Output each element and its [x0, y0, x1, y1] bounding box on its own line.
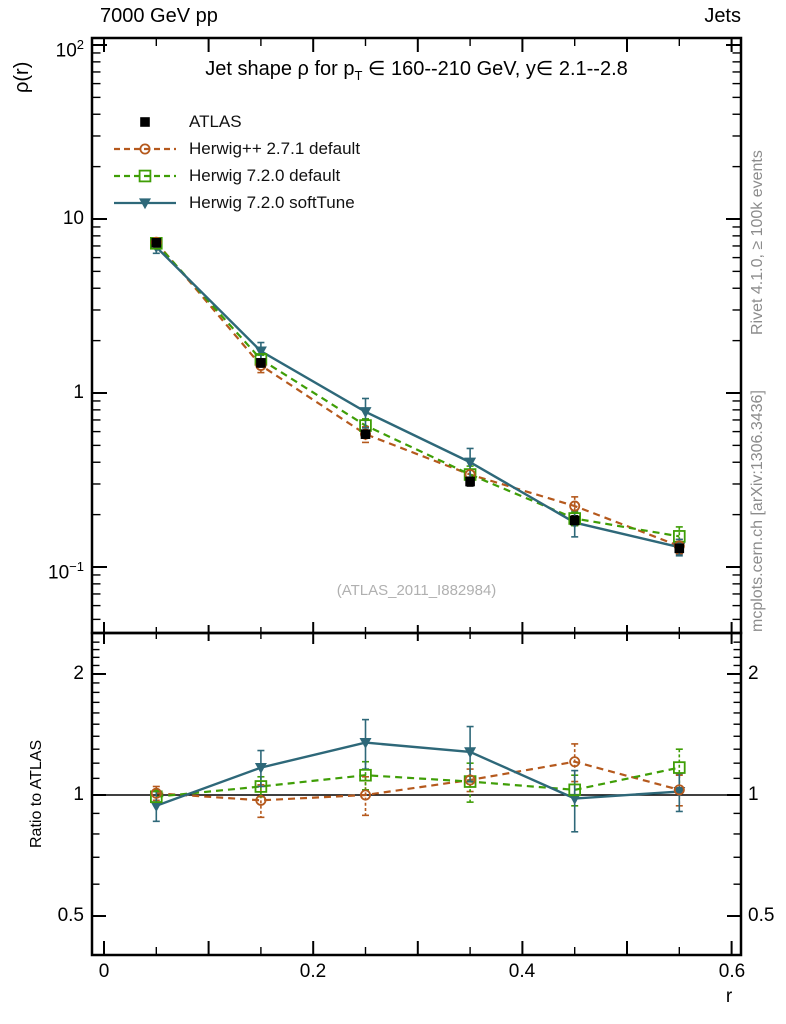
- main-y-axis-label: ρ(r): [11, 61, 33, 93]
- header-beam-energy: 7000 GeV pp: [100, 5, 218, 27]
- panel-frames: [90, 36, 743, 957]
- legend-marker-open-circle: [114, 143, 176, 154]
- mcplots-citation-note: mcplots.cern.ch [arXiv:1306.3436]: [749, 390, 766, 632]
- series-herwigpp-main-errors: [152, 239, 683, 555]
- legend-label: Herwig++ 2.7.1 default: [189, 138, 361, 158]
- series-herwigpp-ratio-line: [156, 760, 680, 802]
- main-y-tick-label: 10: [62, 208, 84, 229]
- series-herwig7-ratio-markers: [149, 761, 686, 804]
- plot-title-subscript: T: [354, 68, 363, 83]
- ratio-y-tick-label-left: 1: [73, 784, 84, 805]
- legend-label: Herwig 7.2.0 default: [189, 165, 341, 185]
- series-herwig7-ratio-line: [156, 766, 680, 798]
- main-y-ticks: [93, 44, 740, 621]
- ratio-y-ticks: [93, 641, 740, 918]
- x-tick-label: 0.4: [508, 961, 536, 982]
- legend-item: ATLAS: [112, 108, 360, 135]
- legend-marker-filled-triangle-down: [114, 197, 176, 209]
- series-atlas-main-markers: [151, 237, 685, 554]
- x-tick-label: 0.2: [299, 961, 327, 982]
- ratio-y-tick-label-right: 1: [748, 784, 759, 805]
- ratio-y-tick-label-right: 2: [748, 663, 759, 684]
- series-herwig7soft-ratio-line: [155, 741, 680, 807]
- x-ticks: [103, 39, 733, 954]
- legend-item: Herwig++ 2.7.1 default: [112, 135, 360, 162]
- series-herwigpp-main-markers: [150, 236, 685, 552]
- plot-title-post: ∈ 160--210 GeV, y∈ 2.1--2.8: [362, 58, 628, 80]
- series-herwig7soft-main-markers: [150, 242, 686, 554]
- series-herwigpp-ratio-markers: [150, 756, 685, 806]
- watermark-analysis-id: (ATLAS_2011_I882984): [336, 582, 497, 599]
- series-herwig7-main-errors: [152, 239, 683, 548]
- legend-marker-filled-square: [140, 116, 150, 127]
- series-herwigpp-main-line: [155, 241, 680, 548]
- ratio-y-tick-label-right: 0.5: [748, 905, 775, 926]
- header-process: Jets: [704, 5, 741, 27]
- rivet-version-note: Rivet 4.1.0, ≥ 100k events: [749, 150, 766, 335]
- legend-label: ATLAS: [189, 111, 242, 131]
- x-axis-label: r: [725, 986, 733, 1007]
- legend: ATLAS Herwig++ 2.7.1 default Herwig 7.2.0 …: [112, 108, 360, 216]
- series-herwig7soft-main-line: [155, 246, 680, 549]
- x-tick-label: 0: [98, 961, 110, 982]
- plot-title: Jet shape ρ for pT ∈ 160--210 GeV, y∈ 2.…: [92, 56, 741, 83]
- legend-item: Herwig 7.2.0 softTune: [112, 189, 360, 216]
- series-herwig7-main-markers: [149, 237, 686, 543]
- plot-title-pre: Jet shape ρ for p: [205, 58, 355, 80]
- series-atlas-main-errors: [152, 238, 683, 555]
- series-herwig7soft-main-errors: [152, 240, 683, 557]
- legend-item: Herwig 7.2.0 default: [112, 162, 360, 189]
- main-y-tick-label: 1: [73, 382, 84, 403]
- ratio-y-tick-label-left: 0.5: [57, 905, 84, 926]
- x-tick-label: 0.6: [718, 961, 746, 982]
- main-y-tick-label: 10−1: [48, 559, 84, 584]
- ratio-y-tick-label-left: 2: [73, 663, 84, 684]
- series-herwig7soft-ratio-markers: [150, 738, 686, 813]
- series-herwigpp-ratio-errors: [152, 743, 683, 819]
- legend-marker-open-square: [114, 169, 176, 182]
- series-herwig7-main-line: [155, 242, 680, 538]
- series-herwig7soft-ratio-errors: [152, 718, 683, 833]
- main-y-tick-label: 102: [55, 37, 84, 62]
- legend-label: Herwig 7.2.0 softTune: [189, 192, 355, 212]
